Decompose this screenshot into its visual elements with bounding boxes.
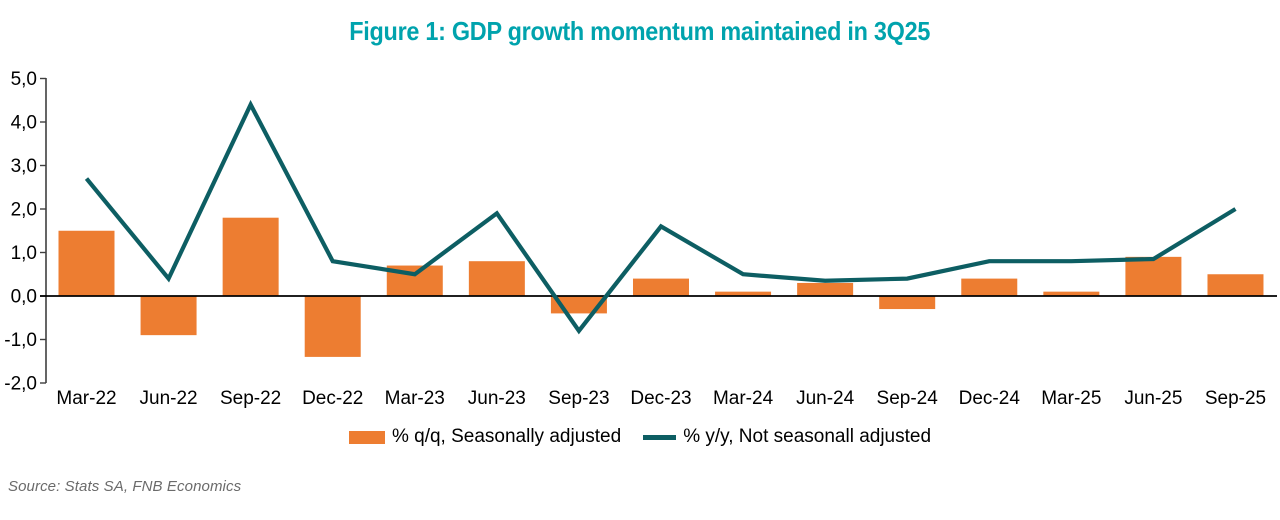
bar-Mar-24 — [715, 291, 772, 296]
bar-Mar-25 — [1043, 291, 1100, 296]
bar-Jun-23 — [468, 261, 525, 296]
x-axis-label-Sep-23: Sep-23 — [548, 388, 609, 409]
legend-item-yy: % y/y, Not seasonall adjusted — [643, 426, 931, 448]
bar-Dec-22 — [304, 296, 361, 357]
bar-Mar-22 — [58, 230, 115, 296]
gdp-growth-chart: 5,0 4,0 3,0 2,0 1,0 0,0 -1,0 -2,0 Mar-22 Jun-22 Se… — [4, 69, 1277, 409]
bar-Sep-25 — [1207, 274, 1264, 296]
x-axis-label-Sep-22: Sep-22 — [220, 388, 281, 409]
x-axis-label-Jun-23: Jun-23 — [468, 388, 526, 409]
x-axis-label-Sep-25: Sep-25 — [1205, 388, 1266, 409]
chart-title: Figure 1: GDP growth momentum maintained… — [0, 16, 1280, 47]
y-axis-tick-label: 1,0 — [11, 243, 37, 264]
bar-Dec-24 — [961, 278, 1018, 296]
bar-series-swatch — [348, 430, 385, 444]
y-axis-tick-label: 3,0 — [11, 156, 37, 177]
legend-label-qq: % q/q, Seasonally adjusted — [391, 426, 622, 447]
x-axis-label-Jun-22: Jun-22 — [140, 388, 198, 409]
x-axis-label-Jun-24: Jun-24 — [796, 388, 855, 409]
bar-Dec-23 — [632, 278, 689, 296]
x-axis-label-Dec-24: Dec-24 — [959, 388, 1021, 409]
yoy-line-series — [84, 99, 1237, 335]
chart-title-text: Figure 1: GDP growth momentum maintained… — [349, 16, 931, 46]
x-axis-label-Mar-24: Mar-24 — [713, 388, 774, 409]
x-axis-label-Mar-23: Mar-23 — [385, 388, 445, 409]
y-axis-tick-label: 4,0 — [11, 113, 37, 134]
x-axis-label-Dec-23: Dec-23 — [630, 388, 691, 409]
bar-Jun-22 — [140, 296, 197, 336]
bar-Sep-24 — [879, 296, 936, 310]
y-axis-tick-label: 5,0 — [11, 69, 37, 90]
x-axis-label-Sep-24: Sep-24 — [877, 388, 939, 409]
legend-label-yy: % y/y, Not seasonall adjusted — [683, 426, 932, 447]
source-note: Source: Stats SA, FNB Economics — [8, 478, 242, 495]
y-axis-tick-label: 2,0 — [11, 200, 37, 221]
bar-Jun-24 — [797, 282, 854, 296]
x-axis-label-Dec-22: Dec-22 — [302, 388, 363, 409]
chart-legend: % q/q, Seasonally adjusted % y/y, Not se… — [0, 426, 1280, 448]
y-axis-tick-label: 0,0 — [11, 287, 37, 308]
x-axis-label-Mar-22: Mar-22 — [56, 388, 116, 409]
line-series-swatch — [643, 434, 677, 440]
y-axis-tick-label: -1,0 — [4, 330, 37, 351]
legend-item-qq: % q/q, Seasonally adjusted — [348, 426, 622, 448]
y-axis-tick-label: -2,0 — [4, 374, 37, 395]
x-axis-label-Mar-25: Mar-25 — [1041, 388, 1101, 409]
bar-Jun-25 — [1125, 256, 1182, 296]
x-axis-label-Jun-25: Jun-25 — [1124, 388, 1182, 409]
bar-Sep-22 — [222, 217, 279, 296]
